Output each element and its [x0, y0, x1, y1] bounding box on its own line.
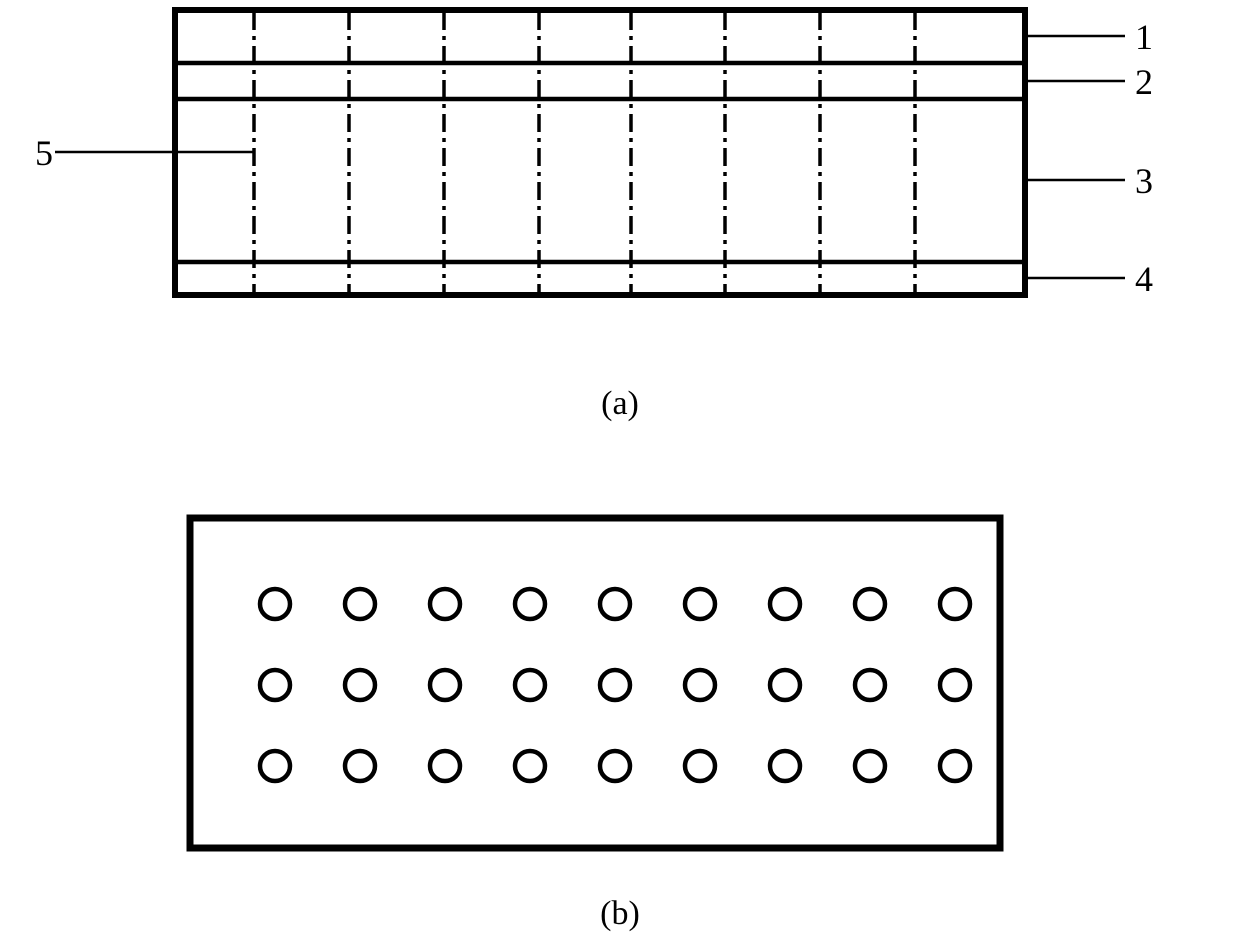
figure-canvas: (a) 1 2 3 4 5 (b) [0, 0, 1240, 951]
label-1: 1 [1135, 16, 1153, 58]
figure-a-svg [0, 0, 1240, 340]
label-5: 5 [35, 132, 53, 174]
figure-b-caption: (b) [0, 895, 1240, 933]
figure-b-svg [0, 480, 1240, 880]
figure-a-caption: (a) [0, 385, 1240, 423]
label-4: 4 [1135, 258, 1153, 300]
label-2: 2 [1135, 61, 1153, 103]
label-3: 3 [1135, 160, 1153, 202]
